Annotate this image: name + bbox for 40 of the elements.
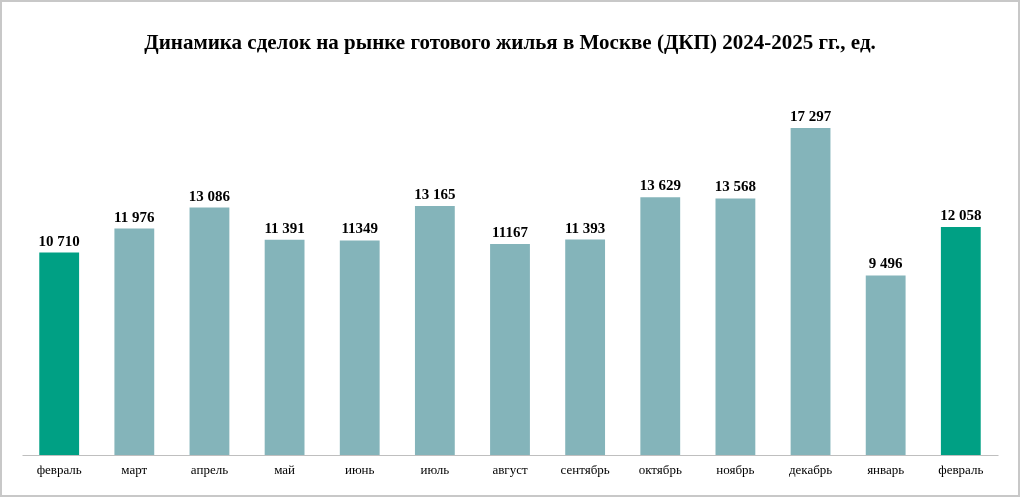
bar (865, 275, 906, 455)
x-tick-label: апрель (190, 461, 229, 477)
bar (715, 198, 756, 455)
bar (339, 240, 380, 455)
data-label: 13 165 (414, 186, 456, 203)
x-tick-label: октябрь (638, 461, 682, 477)
bar (640, 197, 681, 455)
x-tick-label: июль (420, 461, 450, 477)
x-tick-label: февраль (36, 461, 82, 477)
bar (189, 207, 230, 455)
data-label: 13 086 (188, 187, 231, 204)
data-label: 10 710 (38, 232, 80, 249)
bar (565, 239, 606, 455)
x-tick-label: июнь (344, 461, 375, 477)
bar (39, 252, 80, 455)
data-label: 12 058 (940, 207, 982, 224)
bar (790, 128, 831, 455)
x-tick-label: сентябрь (560, 461, 610, 477)
data-label: 13 629 (639, 177, 681, 194)
x-tick-label: ноябрь (716, 461, 755, 477)
data-label: 11 976 (114, 208, 156, 225)
data-label: 9 496 (868, 255, 904, 272)
bar (940, 227, 981, 455)
chart-title: Динамика сделок на рынке готового жилья в Москве (ДКП) 2024-2025 гг., ед. (144, 30, 876, 54)
data-label: 11167 (492, 223, 529, 240)
x-tick-label: май (274, 461, 296, 477)
data-label: 17 297 (789, 108, 832, 124)
bar (114, 228, 155, 455)
x-tick-label: февраль (938, 461, 984, 477)
data-label: 11 391 (264, 219, 305, 236)
bar (264, 239, 305, 455)
data-label: 13 568 (714, 178, 757, 195)
x-tick-label: март (121, 461, 148, 477)
data-label: 11 393 (564, 219, 606, 236)
bar (490, 243, 530, 455)
x-tick-label: январь (867, 461, 905, 477)
x-tick-label: август (492, 461, 528, 477)
x-tick-label: декабрь (788, 461, 833, 477)
data-label: 11349 (341, 220, 379, 237)
bar (414, 206, 455, 455)
